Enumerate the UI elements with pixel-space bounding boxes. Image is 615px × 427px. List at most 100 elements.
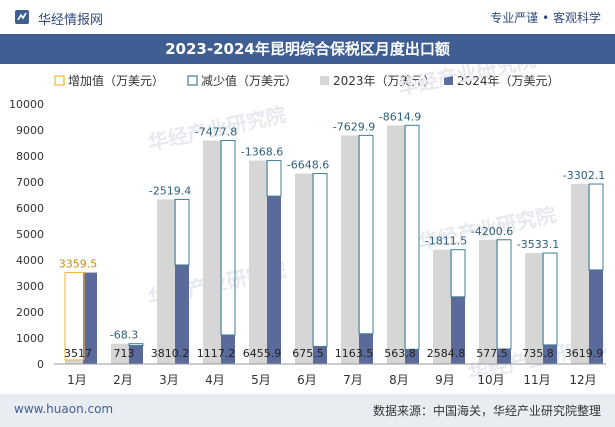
bars [64, 124, 604, 365]
y-tick-label: 6000 [16, 202, 44, 215]
legend-label: 增加值（万美元） [68, 73, 164, 88]
bar-2024 [313, 346, 327, 364]
change-box-decrease [450, 249, 466, 298]
x-tick-label: 12月 [569, 373, 596, 387]
data-labels: 3359.5 3517 -68.3 713 -2519.4 3810.2 -7477.8 11… [59, 110, 605, 360]
bar-2023 [387, 125, 406, 365]
change-label: -2519.4 [149, 184, 191, 197]
title-bar [0, 34, 615, 64]
change-box-decrease [404, 124, 420, 350]
legend-swatch-2024 [444, 76, 453, 85]
change-box-increase [64, 272, 85, 361]
value-label-2024: 1163.5 [335, 347, 374, 360]
footer-bar [0, 394, 615, 427]
bar-2024 [359, 333, 373, 364]
x-tick-label: 7月 [343, 373, 363, 387]
bar-2024 [405, 349, 419, 364]
legend-label: 减少值（万美元） [201, 73, 297, 88]
change-box-decrease [128, 343, 144, 346]
change-box-decrease [542, 252, 558, 346]
y-tick-label: 8000 [16, 150, 44, 163]
bar-2023 [479, 239, 498, 364]
bar-2023 [433, 249, 452, 364]
x-tick-label: 10月 [477, 373, 504, 387]
bar-2024 [451, 296, 465, 364]
x-tick-label: 9月 [435, 373, 455, 387]
bar-2023 [341, 135, 360, 364]
change-box-decrease [358, 134, 374, 335]
change-label: -3302.1 [563, 169, 605, 182]
legend-swatch-decrease [187, 75, 198, 86]
bar-2024 [221, 334, 235, 364]
bar-2023 [203, 140, 222, 364]
change-label: -3533.1 [517, 238, 559, 251]
value-label-2024: 2584.8 [427, 347, 466, 360]
y-tick-label: 5000 [16, 228, 44, 241]
x-tick-label: 8月 [389, 373, 409, 387]
bar-2023 [65, 359, 84, 364]
x-tick-label: 11月 [523, 373, 550, 387]
change-label: -7629.9 [333, 120, 375, 133]
value-label-2024: 6455.9 [243, 347, 282, 360]
y-tick-label: 4000 [16, 254, 44, 267]
value-label-2024: 675.5 [292, 347, 324, 360]
change-label: -4200.6 [471, 225, 513, 238]
bar-2024 [83, 272, 97, 364]
x-tick-label: 4月 [205, 373, 225, 387]
value-label-2024: 3810.2 [151, 347, 190, 360]
bar-2024 [543, 344, 557, 364]
y-axis: 0 1000 2000 3000 4000 5000 6000 7000 8000 9000 100… [9, 98, 44, 371]
bar-2023 [157, 199, 176, 364]
x-tick-label: 6月 [297, 373, 317, 387]
bar-2023 [571, 184, 590, 364]
change-label: -8614.9 [379, 110, 421, 123]
y-tick-label: 9000 [16, 124, 44, 137]
bar-2023 [249, 160, 268, 364]
y-tick-label: 10000 [9, 98, 44, 111]
brand-name[interactable]: 华经情报网 [38, 13, 104, 28]
value-label-2024: 3517 [64, 347, 92, 360]
brand-logo-icon [15, 10, 29, 24]
change-label: 3359.5 [59, 258, 98, 271]
footer-site-link[interactable]: www.huaon.com [14, 402, 114, 416]
value-label-2024: 713 [114, 347, 135, 360]
footer-source: 数据来源：中国海关，华经产业研究院整理 [372, 404, 601, 418]
change-box-decrease [588, 183, 604, 271]
value-label-2024: 735.8 [522, 347, 554, 360]
bar-2024 [129, 345, 143, 364]
y-tick-label: 0 [37, 358, 44, 371]
change-box-decrease [312, 173, 328, 347]
value-label-2024: 577.5 [476, 347, 508, 360]
change-box-decrease [174, 198, 190, 266]
y-tick-label: 2000 [16, 306, 44, 319]
value-label-2024: 1117.2 [197, 347, 236, 360]
legend-label: 2024年（万美元） [457, 74, 560, 88]
bar-2023 [295, 173, 314, 364]
value-label-2024: 3619.9 [565, 347, 604, 360]
change-box-decrease [220, 140, 236, 336]
change-label: -7477.8 [195, 126, 237, 139]
x-tick-label: 3月 [159, 373, 179, 387]
bar-2024 [175, 264, 189, 364]
chart-title: 2023-2024年昆明综合保税区月度出口额 [165, 40, 450, 58]
bar-2024 [589, 269, 603, 364]
bar-2024 [497, 348, 511, 364]
x-tick-label: 2月 [113, 373, 133, 387]
change-box-decrease [266, 160, 282, 197]
change-label: -68.3 [110, 329, 138, 342]
legend-swatch-increase [54, 75, 65, 86]
change-label: -1368.6 [241, 146, 283, 159]
top-bar: 华经情报网 专业严谨 • 客观科学 [0, 0, 615, 34]
value-label-2024: 563.8 [384, 347, 416, 360]
change-box-decrease [496, 239, 512, 350]
y-tick-label: 7000 [16, 176, 44, 189]
bar-2024 [267, 196, 281, 364]
x-tick-label: 1月 [67, 373, 87, 387]
tagline: 专业严谨 • 客观科学 [490, 11, 601, 25]
y-tick-label: 3000 [16, 280, 44, 293]
legend-label: 2023年（万美元） [333, 74, 436, 88]
bar-2023 [111, 343, 130, 364]
change-label: -1811.5 [425, 235, 467, 248]
bar-2023 [525, 253, 544, 364]
bar-chart: 增加值（万美元） 减少值（万美元） 2023年（万美元） 2024年（万美元） 华经产… [9, 64, 608, 387]
